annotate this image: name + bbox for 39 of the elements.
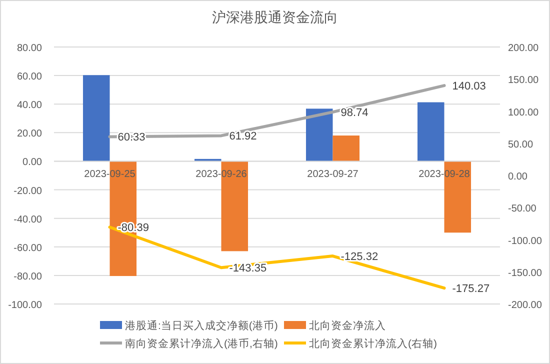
data-label: 60.33 — [118, 132, 146, 144]
y2-tick-label: 0.00 — [508, 172, 528, 182]
y2-tick-label: 50.00 — [508, 139, 534, 150]
bar — [417, 102, 444, 162]
bar — [306, 108, 333, 162]
x-tick-label: 2023-09-26 — [196, 169, 248, 180]
data-label: 140.03 — [452, 80, 486, 93]
y-tick-label: 60.00 — [16, 72, 42, 83]
y-tick-label: -60.00 — [14, 242, 42, 254]
y2-tick-label: 200.00 — [508, 43, 540, 54]
y-tick-label: -40.00 — [14, 214, 42, 226]
y2-tick-label: -100.00 — [508, 236, 542, 247]
x-tick-label: 2023-09-25 — [84, 169, 136, 180]
bar — [82, 75, 110, 162]
x-tick-label: 2023-09-27 — [307, 169, 359, 180]
data-label: 98.74 — [340, 107, 368, 120]
y-tick-label: 80.00 — [16, 43, 42, 54]
y-tick-label: -80.00 — [14, 271, 42, 282]
chart-title: 沪深港股通资金流向 — [212, 9, 338, 25]
legend-label: 港股通:当日买入成交净额(港币) — [125, 319, 278, 332]
y2-tick-label: 150.00 — [508, 75, 540, 86]
y2-tick-label: -200.00 — [508, 300, 542, 311]
legend-label: 北向资金累计净流入(右轴) — [309, 337, 437, 350]
y-tick-label: -20.00 — [14, 186, 42, 197]
legend-label: 北向资金净流入 — [309, 319, 386, 332]
y2-tick-label: -50.00 — [508, 204, 537, 215]
y-tick-label: 40.00 — [16, 100, 42, 112]
data-label: 61.92 — [229, 130, 257, 143]
y-tick-label: -100.00 — [8, 300, 42, 311]
y2-tick-label: -150.00 — [508, 268, 542, 279]
y-tick-label: 0.00 — [22, 157, 42, 168]
data-label: -143.35 — [229, 262, 267, 275]
legend-label: 南向资金累计净流入(港币,右轴) — [125, 337, 278, 350]
bar — [332, 136, 360, 162]
data-label: -125.32 — [340, 251, 378, 264]
y-tick-label: 20.00 — [16, 128, 42, 140]
x-tick-label: 2023-09-28 — [418, 169, 470, 180]
y2-tick-label: 100.00 — [508, 107, 540, 118]
data-label: -175.27 — [452, 283, 490, 296]
